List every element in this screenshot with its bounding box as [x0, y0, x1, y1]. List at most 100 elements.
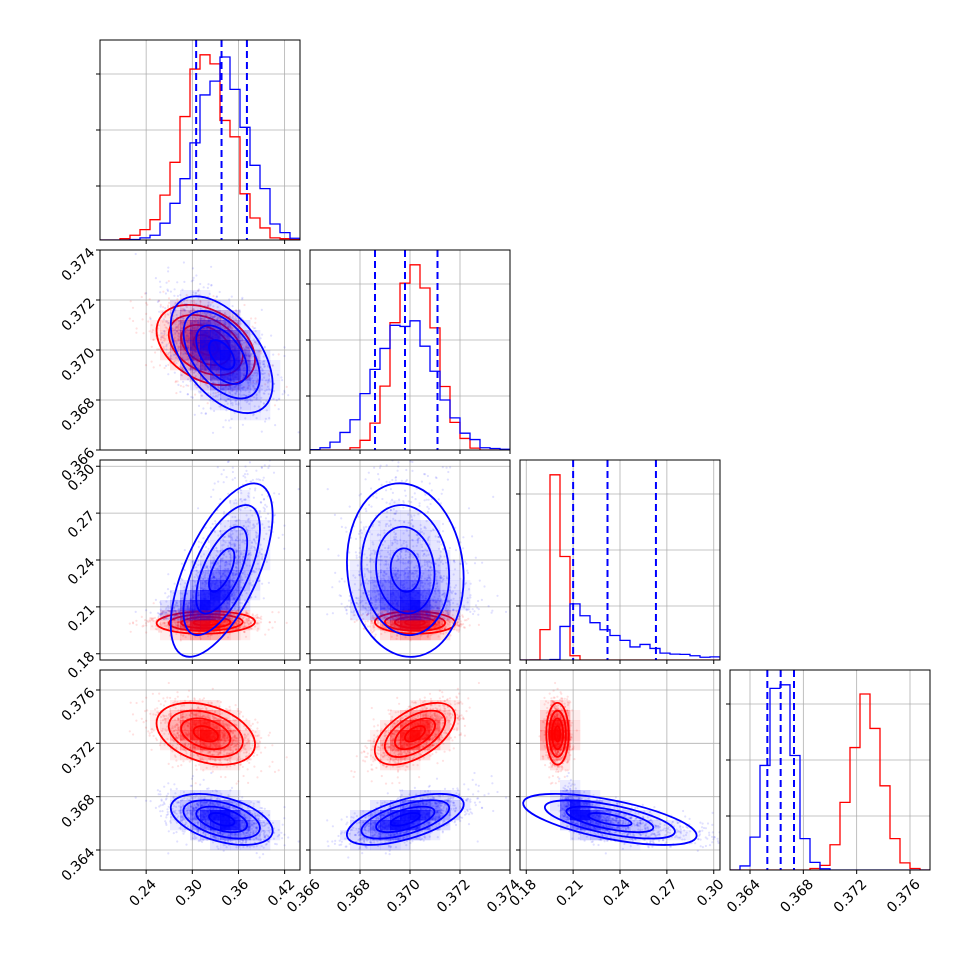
sample-point: [213, 548, 216, 551]
sample-point: [180, 319, 183, 322]
sample-point: [251, 381, 254, 384]
density-cell: [170, 350, 181, 361]
density-cell: [170, 330, 181, 341]
sample-point: [258, 389, 261, 393]
sample-point: [311, 367, 313, 369]
sample-point: [196, 364, 199, 367]
sample-point: [238, 310, 242, 313]
sample-point: [254, 327, 257, 330]
sample-point: [241, 339, 244, 342]
sample-point: [255, 532, 258, 535]
sample-point: [268, 621, 271, 624]
density-cell: [160, 340, 171, 351]
sample-point: [184, 616, 187, 619]
sample-point: [240, 602, 243, 605]
contour-level: [208, 339, 236, 371]
sample-point: [228, 499, 232, 503]
sample-point: [230, 559, 233, 563]
sample-point: [162, 306, 165, 309]
sample-point: [240, 384, 243, 387]
contour-level: [169, 295, 274, 414]
sample-point: [180, 366, 183, 369]
sample-point: [263, 464, 266, 467]
sample-point: [245, 479, 248, 482]
sample-point: [159, 613, 163, 617]
sample-point: [256, 622, 259, 625]
sample-point: [232, 572, 235, 575]
density-cell: [190, 380, 201, 391]
sample-point: [188, 620, 191, 623]
sample-point: [233, 411, 236, 414]
sample-point: [144, 619, 147, 622]
sample-point: [215, 295, 219, 298]
sample-point: [157, 299, 160, 302]
sample-point: [183, 309, 186, 312]
sample-point: [168, 351, 172, 354]
sample-point: [223, 319, 226, 322]
sample-point: [259, 365, 262, 369]
sample-point: [222, 468, 225, 472]
density-cell: [220, 630, 231, 641]
sample-point: [249, 356, 253, 359]
sample-point: [231, 572, 235, 576]
sample-point: [235, 627, 239, 630]
sample-point: [248, 355, 251, 358]
sample-point: [167, 297, 171, 300]
density-cell: [230, 330, 241, 341]
sample-point: [167, 321, 170, 324]
sample-point: [225, 476, 228, 479]
sample-point: [234, 400, 237, 403]
sample-point: [199, 300, 202, 303]
density-cell: [150, 620, 161, 631]
sample-point: [205, 312, 208, 315]
sample-point: [163, 330, 166, 333]
sample-point: [228, 617, 231, 620]
sample-point: [166, 625, 169, 628]
sample-point: [174, 301, 177, 305]
sample-point: [261, 373, 264, 376]
sample-point: [188, 362, 191, 365]
sample-point: [230, 327, 233, 330]
sample-point: [199, 637, 202, 640]
sample-point: [186, 340, 189, 343]
sample-point: [168, 301, 171, 304]
sample-point: [219, 397, 222, 401]
sample-point: [236, 321, 239, 324]
sample-point: [194, 350, 197, 353]
density-cell: [210, 310, 221, 321]
density-cell: [250, 380, 261, 391]
sample-point: [179, 309, 182, 312]
sample-point: [174, 603, 177, 606]
sample-point: [197, 611, 200, 614]
histogram-panel-1: [306, 249, 511, 454]
sample-point: [241, 617, 244, 620]
sample-point: [150, 618, 153, 621]
sample-point: [262, 476, 265, 479]
sample-point: [246, 533, 249, 536]
sample-point: [235, 550, 238, 553]
sample-point: [251, 614, 254, 617]
sample-point: [244, 539, 247, 542]
density-cell: [240, 390, 251, 401]
sample-point: [219, 565, 222, 568]
sample-point: [280, 376, 283, 379]
sample-point: [191, 351, 194, 354]
sample-point: [259, 337, 262, 340]
density-cell: [170, 350, 181, 361]
sample-point: [156, 300, 159, 303]
sample-point: [195, 386, 198, 389]
sample-point: [166, 609, 169, 612]
density-cell: [200, 290, 211, 301]
sample-point: [135, 623, 138, 626]
sample-point: [211, 431, 215, 434]
sample-point: [231, 314, 234, 317]
sample-point: [179, 312, 182, 315]
sample-point: [245, 526, 248, 529]
sample-point: [185, 294, 188, 297]
sample-point: [217, 562, 220, 565]
sample-point: [182, 261, 185, 264]
sample-point: [185, 334, 189, 337]
sample-point: [204, 412, 208, 415]
density-cell: [230, 310, 241, 321]
sample-point: [174, 353, 177, 356]
